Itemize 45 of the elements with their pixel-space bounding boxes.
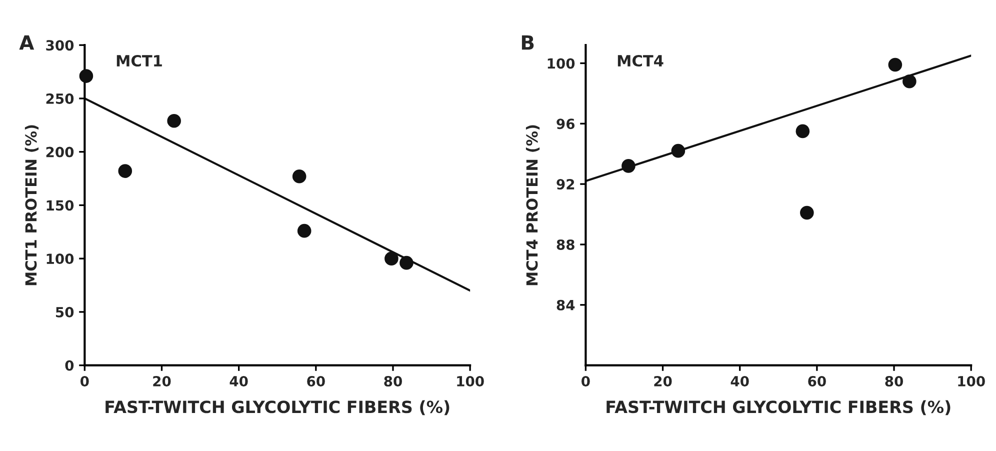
chart-title: A xyxy=(19,35,34,50)
point xyxy=(79,69,94,83)
point xyxy=(292,169,306,184)
y-tick-label: 150 xyxy=(46,200,74,211)
y-axis-title: MCT1 PROTEIN (%) xyxy=(24,125,39,286)
annotation: MCT1 xyxy=(116,54,162,67)
x-tick-label: 60 xyxy=(808,376,826,386)
x-tick-label: 80 xyxy=(885,376,904,386)
y-tick-label: 100 xyxy=(548,58,575,69)
x-tick-label: 80 xyxy=(384,376,402,386)
point xyxy=(297,224,312,238)
y-tick-label: 100 xyxy=(46,254,74,264)
y-axis-title: MCT4 PROTEIN (%) xyxy=(526,125,540,286)
point xyxy=(888,58,902,72)
point xyxy=(671,144,686,158)
x-tick-label: 40 xyxy=(230,376,248,386)
point xyxy=(400,256,414,270)
y-tick-label: 200 xyxy=(46,146,74,158)
x-tick-label: 100 xyxy=(958,376,985,386)
x-tick-label: 0 xyxy=(582,376,590,386)
point xyxy=(800,206,814,220)
x-tick-label: 0 xyxy=(80,376,89,386)
x-axis-title: FAST-TWITCH GLYCOLYTIC FIBERS (%) xyxy=(106,400,450,416)
x-axis-title: FAST-TWITCH GLYCOLYTIC FIBERS (%) xyxy=(606,400,950,416)
x-tick-label: 20 xyxy=(153,376,171,386)
y-tick-label: 50 xyxy=(56,306,74,318)
point xyxy=(902,74,916,88)
y-tick-label: 96 xyxy=(556,118,575,130)
y-tick-label: 0 xyxy=(65,360,74,371)
point xyxy=(796,124,810,138)
x-tick-label: 100 xyxy=(457,376,484,386)
y-tick-label: 250 xyxy=(46,93,74,104)
y-tick-label: 92 xyxy=(556,179,574,190)
chart-title: B xyxy=(522,35,534,50)
point xyxy=(167,114,181,128)
x-tick-label: 40 xyxy=(730,376,749,386)
point xyxy=(384,252,398,266)
y-tick-label: 300 xyxy=(46,40,74,51)
y-tick-label: 88 xyxy=(556,239,574,250)
annotation: MCT4 xyxy=(618,54,664,67)
point xyxy=(622,159,636,173)
x-tick-label: 60 xyxy=(307,376,325,386)
point xyxy=(118,164,132,178)
y-tick-label: 84 xyxy=(556,300,575,310)
x-tick-label: 20 xyxy=(654,376,672,386)
